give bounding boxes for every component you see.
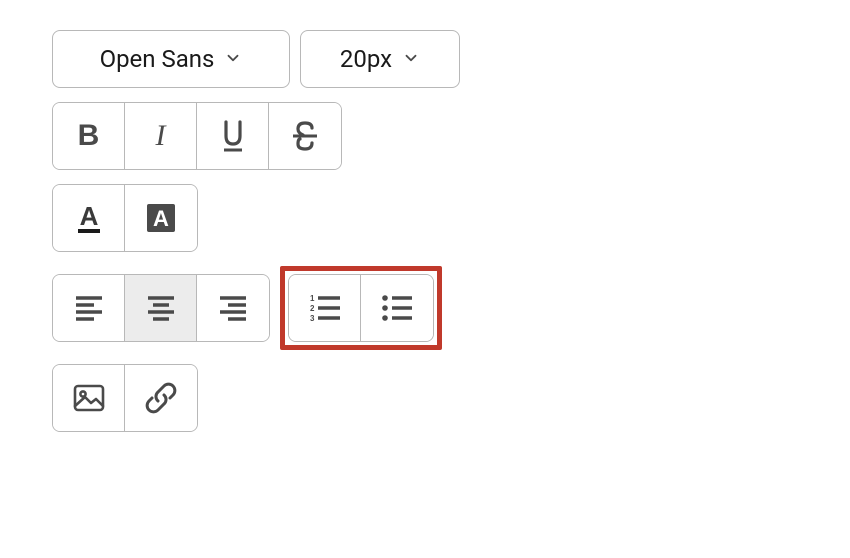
ordered-list-icon: 1 2 3 — [306, 292, 344, 324]
list-group: 1 2 3 — [288, 274, 434, 342]
align-left-icon — [72, 293, 106, 323]
align-center-button[interactable] — [125, 275, 197, 341]
svg-text:1: 1 — [310, 294, 315, 303]
text-color-icon: A — [72, 200, 106, 236]
color-group: A A — [52, 184, 198, 252]
underline-icon — [217, 118, 249, 154]
chevron-down-icon — [224, 45, 242, 73]
svg-text:2: 2 — [310, 304, 315, 313]
svg-text:3: 3 — [310, 314, 315, 323]
unordered-list-button[interactable] — [361, 275, 433, 341]
link-icon — [143, 380, 179, 416]
align-center-icon — [144, 293, 178, 323]
toolbar-row-color: A A — [52, 184, 198, 252]
align-right-icon — [216, 293, 250, 323]
toolbar-row-font: Open Sans 20px — [52, 30, 460, 88]
font-family-label: Open Sans — [100, 45, 215, 73]
list-group-highlight: 1 2 3 — [280, 266, 442, 350]
font-size-dropdown[interactable]: 20px — [300, 30, 460, 88]
insert-group — [52, 364, 198, 432]
italic-button[interactable]: I — [125, 103, 197, 169]
font-family-dropdown[interactable]: Open Sans — [52, 30, 290, 88]
insert-image-button[interactable] — [53, 365, 125, 431]
chevron-down-icon — [402, 45, 420, 73]
bold-button[interactable]: B — [53, 103, 125, 169]
strikethrough-button[interactable] — [269, 103, 341, 169]
italic-icon: I — [156, 119, 166, 153]
align-right-button[interactable] — [197, 275, 269, 341]
image-icon — [71, 382, 107, 414]
toolbar-row-insert — [52, 364, 198, 432]
editor-toolbar: Open Sans 20px B I — [52, 30, 850, 432]
bold-icon: B — [78, 119, 100, 153]
align-left-button[interactable] — [53, 275, 125, 341]
bg-color-button[interactable]: A — [125, 185, 197, 251]
text-style-group: B I — [52, 102, 342, 170]
text-color-button[interactable]: A — [53, 185, 125, 251]
underline-button[interactable] — [197, 103, 269, 169]
unordered-list-icon — [378, 292, 416, 324]
toolbar-row-paragraph: 1 2 3 — [52, 266, 442, 350]
strikethrough-icon — [288, 119, 322, 153]
svg-text:A: A — [79, 201, 98, 231]
insert-link-button[interactable] — [125, 365, 197, 431]
toolbar-row-style: B I — [52, 102, 342, 170]
ordered-list-button[interactable]: 1 2 3 — [289, 275, 361, 341]
svg-text:A: A — [153, 206, 169, 231]
alignment-group — [52, 274, 270, 342]
font-size-label: 20px — [340, 45, 392, 73]
bg-color-icon: A — [143, 200, 179, 236]
